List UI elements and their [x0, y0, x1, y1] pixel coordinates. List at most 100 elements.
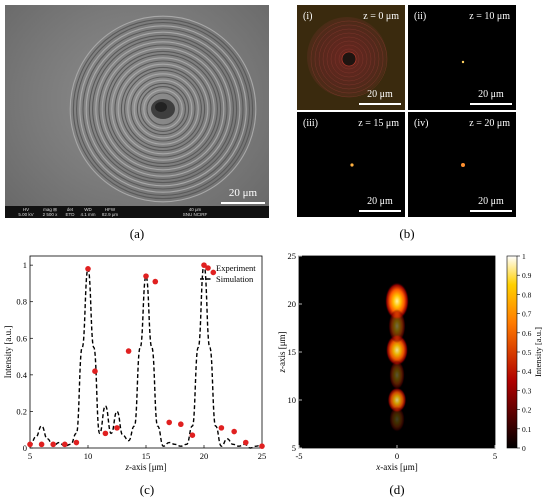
sem-zone-ring [76, 22, 250, 196]
experiment-point [85, 266, 91, 272]
sem-zone-ring [98, 44, 228, 174]
colorbar-tick-label: 0.4 [522, 367, 532, 376]
experiment-point [102, 430, 109, 437]
heatmap-xlabel: x-axis [μm] [375, 462, 418, 472]
heatmap-hotspot [384, 282, 410, 321]
colorbar-tick-label: 0.1 [522, 425, 532, 434]
experiment-point [166, 419, 172, 426]
tile-3-scale-label: 20 μm [367, 196, 393, 207]
tile-2-scale-bar [470, 103, 512, 105]
sem-hv: HV 5.00 kV [18, 207, 34, 217]
lens-zone-ring [326, 36, 372, 82]
experiment-point [143, 273, 149, 279]
tile-3-roman: (iii) [303, 118, 318, 129]
fluor-tile-4: (iv) z = 20 μm 20 μm [408, 112, 516, 217]
chart-c-ylabel: Intensity [a.u.] [3, 326, 13, 379]
tile-4-roman: (iv) [414, 118, 429, 129]
experiment-point [62, 441, 68, 448]
tile-1-z: z = 0 μm [363, 11, 399, 22]
panel-d-label: (d) [389, 482, 405, 497]
sem-wd: WD 4.1 mm [80, 207, 96, 217]
sem-zone-ring [108, 54, 218, 164]
colorbar-tick-label: 0.6 [522, 329, 532, 338]
focal-spot-2 [461, 60, 465, 64]
heatmap-hotspot [389, 360, 405, 390]
heatmap-y-tick-label: 15 [288, 347, 297, 357]
legend-experiment-marker [205, 265, 211, 271]
x-tick-label: 25 [258, 451, 267, 461]
x-tick-label: 10 [84, 451, 93, 461]
heatmap-y-tick-label: 25 [288, 251, 297, 261]
sem-zone-ring [85, 31, 241, 187]
heatmap-hotspot [388, 309, 406, 343]
panel-b-label: (b) [399, 226, 415, 241]
sem-zone-ring [143, 89, 183, 129]
colorbar [506, 255, 518, 449]
sem-zone-ring [82, 28, 244, 190]
colorbar-tick-label: 0.9 [522, 271, 532, 280]
lens-zone-ring [338, 48, 360, 70]
sem-rings-svg [69, 15, 257, 203]
heatmap-y-tick-label: 10 [288, 395, 297, 405]
sem-zone-ring [136, 82, 190, 136]
fluor-tile-1: (i) z = 0 μm 20 μm [297, 5, 405, 110]
sem-zone-ring [79, 25, 247, 193]
sem-zone-ring [117, 63, 209, 155]
sem-zone-ring [95, 41, 231, 177]
sem-bar-area: 40 μm SNU NCIRF [182, 207, 208, 217]
tile-4-scale-bar [470, 210, 512, 212]
experiment-point [27, 441, 33, 448]
x-tick-label: 15 [142, 451, 151, 461]
experiment-point [259, 443, 265, 449]
sem-mag: mag ⊞ 2 500 x [42, 207, 58, 217]
chart-c-legend: Experiment Simulation [200, 263, 256, 284]
legend-experiment-label: Experiment [216, 263, 256, 273]
sem-zone-ring [92, 38, 234, 180]
heatmap-x-tick-label: 0 [395, 451, 399, 461]
panel-c-label: (c) [139, 482, 155, 497]
tile-2-scale-label: 20 μm [478, 89, 504, 100]
y-tick-label: 1 [23, 260, 27, 270]
colorbar-tick-label: 1 [522, 252, 526, 261]
experiment-point [218, 425, 225, 431]
experiment-point [73, 439, 80, 446]
colorbar-tick-label: 0.3 [522, 386, 532, 395]
sem-hfw: HFW 82.9 μm [101, 207, 119, 217]
fluor-tile-3-svg [350, 163, 354, 167]
tile-1-roman: (i) [303, 11, 313, 22]
x-tick-label: 5 [28, 451, 32, 461]
sem-zone-ring [72, 18, 254, 200]
sem-scale-bar [221, 202, 265, 204]
tile-3-scale-bar [359, 210, 401, 212]
sem-zone-ring [130, 76, 196, 142]
sem-zone-ring [140, 86, 186, 132]
fluor-tile-3: (iii) z = 15 μm 20 μm [297, 112, 405, 217]
experiment-point [50, 441, 56, 448]
tile-1-scale-label: 20 μm [367, 89, 393, 100]
tile-4-scale-label: 20 μm [478, 196, 504, 207]
simulation-line [29, 264, 263, 449]
lens-center [341, 51, 357, 67]
heatmap-hotspot [387, 387, 407, 413]
sem-zone-ring [114, 60, 212, 158]
colorbar-tick-label: 0.8 [522, 290, 532, 299]
experiment-point [231, 428, 237, 435]
experiment-point [178, 421, 184, 428]
sem-scale-label: 20 μm [228, 187, 258, 199]
experiment-point [242, 439, 249, 446]
lens-zone-ring [322, 32, 376, 86]
y-tick-label: 0.2 [16, 406, 27, 416]
colorbar-tick-label: 0.2 [522, 406, 532, 415]
experiment-point [92, 368, 98, 374]
colorbar-tick-label: 0.7 [522, 310, 532, 319]
sem-zone-ring [133, 79, 193, 139]
y-tick-label: 0.6 [16, 333, 27, 343]
experiment-point [152, 278, 159, 285]
lens-zone-ring [318, 28, 380, 90]
y-tick-label: 0.4 [16, 370, 27, 380]
sem-zone-ring [104, 50, 222, 168]
experiment-point [210, 269, 217, 276]
fluor-tile-4-svg [461, 163, 465, 167]
chart-c-xlabel: z-axis [μm] [124, 462, 166, 472]
